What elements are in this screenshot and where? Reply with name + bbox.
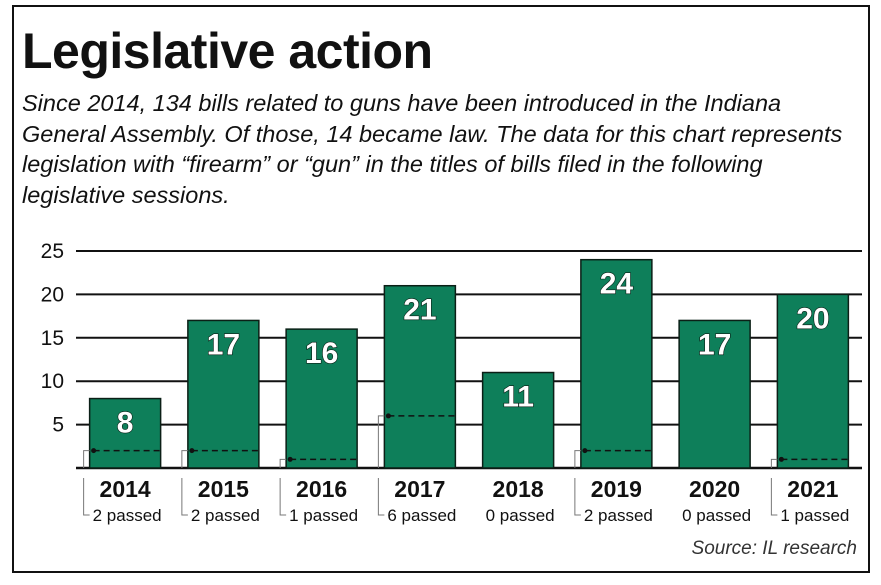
bar	[678, 319, 751, 469]
passed-label: 2 passed	[93, 506, 162, 525]
passed-label-connector	[279, 478, 287, 516]
bar	[481, 371, 555, 469]
x-tick-label: 2019	[591, 476, 642, 502]
bar-value-label: 8	[117, 407, 134, 440]
passed-label: 6 passed	[387, 506, 456, 525]
y-tick-label: 20	[41, 283, 64, 306]
passed-label: 2 passed	[584, 506, 653, 525]
source-note: Source: IL research	[691, 538, 857, 559]
chart-subtitle: Since 2014, 134 bills related to guns ha…	[22, 90, 843, 208]
x-tick-label: 2020	[689, 476, 740, 502]
bar	[88, 397, 162, 469]
passed-label-connector	[574, 478, 581, 516]
bar-value-label: 11	[502, 381, 534, 414]
passed-marker-dot	[385, 413, 391, 419]
bar-value-label: 21	[403, 294, 436, 327]
passed-label-connector	[770, 478, 778, 516]
passed-bracket	[279, 458, 287, 468]
y-tick-label: 5	[52, 414, 64, 437]
passed-label: 0 passed	[682, 506, 751, 525]
x-tick-label: 2018	[493, 476, 544, 502]
passed-bracket	[770, 458, 778, 468]
bar	[580, 258, 653, 469]
passed-bracket	[377, 415, 385, 468]
passed-label: 2 passed	[191, 506, 260, 525]
chart-title: Legislative action	[22, 23, 433, 79]
passed-label: 1 passed	[289, 506, 358, 525]
passed-marker-dot	[582, 448, 588, 454]
passed-label-connector	[83, 478, 90, 516]
x-tick-label: 2016	[296, 476, 347, 502]
passed-label: 1 passed	[780, 506, 849, 525]
passed-label-connector	[377, 478, 385, 516]
passed-marker-dot	[287, 456, 293, 462]
bar-value-label: 17	[698, 328, 731, 361]
bar-value-label: 16	[305, 337, 338, 370]
bar	[187, 319, 260, 469]
passed-bracket	[83, 450, 90, 468]
x-tick-label: 2015	[198, 476, 249, 502]
passed-marker-dot	[778, 456, 784, 462]
y-tick-label: 10	[41, 370, 64, 393]
passed-label: 0 passed	[486, 506, 555, 525]
y-tick-label: 15	[41, 327, 64, 350]
passed-label-connector	[181, 478, 188, 516]
bar	[383, 284, 457, 469]
x-tick-label: 2021	[787, 476, 838, 502]
bar-value-label: 17	[207, 328, 240, 361]
bar	[285, 328, 358, 469]
bar-value-label: 20	[796, 302, 829, 335]
passed-bracket	[181, 450, 188, 468]
passed-bracket	[574, 450, 581, 468]
x-tick-label: 2014	[100, 476, 151, 502]
bar	[776, 293, 850, 469]
y-tick-label: 25	[41, 240, 64, 263]
passed-marker-dot	[189, 448, 195, 454]
x-tick-label: 2017	[394, 476, 445, 502]
passed-marker-dot	[91, 448, 97, 454]
bar-value-label: 24	[600, 268, 634, 301]
